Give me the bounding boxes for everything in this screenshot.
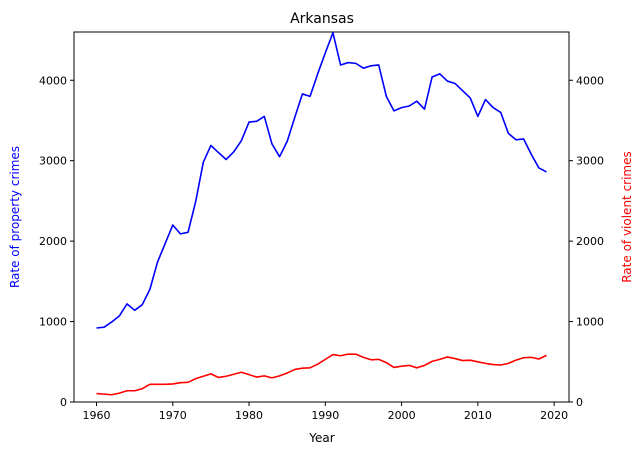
y-right-tick-label: 2000 <box>576 235 604 248</box>
y-axis-right-label: Rate of violent crimes <box>620 151 634 283</box>
plot-frame <box>73 31 570 403</box>
chart-title: Arkansas <box>290 11 354 27</box>
plot-area <box>73 31 570 403</box>
x-tick-label: 1960 <box>83 409 111 422</box>
y-right-tick-label: 1000 <box>576 316 604 329</box>
y-left-tick-label: 2000 <box>39 235 67 248</box>
y-axis-right: 0 1000 2000 3000 4000 <box>569 74 604 409</box>
x-tick-label: 1990 <box>311 409 339 422</box>
property-crimes-line <box>96 31 547 329</box>
x-tick-label: 1980 <box>235 409 263 422</box>
y-right-tick-label: 0 <box>576 396 583 409</box>
x-tick-label: 2010 <box>464 409 492 422</box>
y-left-tick-label: 0 <box>60 396 67 409</box>
y-right-tick-label: 4000 <box>576 74 604 87</box>
y-left-tick-label: 4000 <box>39 74 67 87</box>
x-tick-label: 2020 <box>540 409 568 422</box>
x-tick-label: 2000 <box>388 409 416 422</box>
y-right-tick-label: 3000 <box>576 155 604 168</box>
y-axis-left-label: Rate of property crimes <box>8 146 22 288</box>
x-axis: 1960 1970 1980 1990 2000 2010 2020 <box>83 402 568 422</box>
x-axis-label: Year <box>308 431 334 445</box>
x-tick-label: 1970 <box>159 409 187 422</box>
y-axis-left: 0 1000 2000 3000 4000 <box>39 74 74 409</box>
series-lines <box>96 31 547 396</box>
y-left-tick-label: 3000 <box>39 155 67 168</box>
y-left-tick-label: 1000 <box>39 316 67 329</box>
violent-crimes-line <box>96 353 547 396</box>
